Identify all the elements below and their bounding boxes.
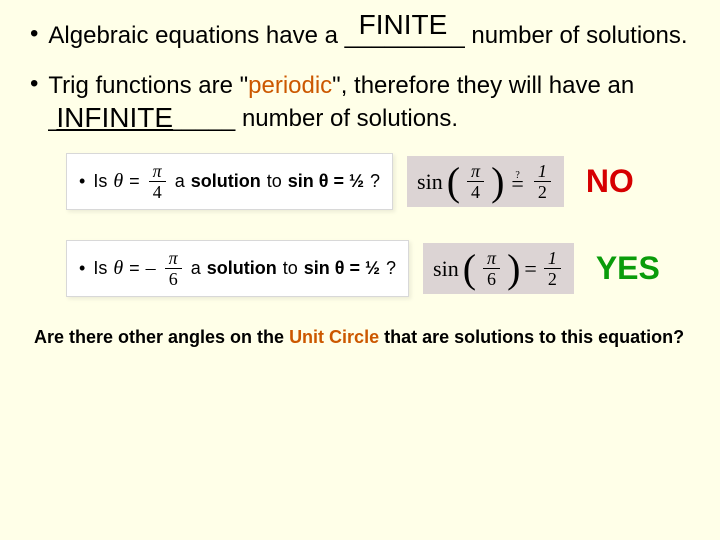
rhs-frac: 1 2 — [544, 249, 561, 288]
frac-den: 6 — [169, 269, 178, 288]
big-num: π — [483, 249, 500, 269]
b2-mid: ", therefore they will have an — [332, 72, 634, 99]
rhs-frac: 1 2 — [534, 162, 551, 201]
eval-box-2: sin ( π 6 ) = 1 2 — [423, 243, 574, 294]
b1-answer: FINITE — [359, 6, 448, 44]
bullet-dot: • — [30, 20, 38, 49]
bullet-1-text: Algebraic equations have a FINITE_______… — [48, 20, 690, 52]
bullet-item-1: • Algebraic equations have a FINITE_____… — [30, 20, 690, 52]
big-num: π — [467, 162, 484, 182]
verdict-yes: YES — [596, 250, 660, 287]
sin-expr: sin θ = ½ — [304, 258, 380, 279]
rhs-den: 2 — [538, 182, 547, 201]
bottom-question: Are there other angles on the Unit Circl… — [30, 325, 690, 349]
b2-answer: INFINITE — [56, 99, 173, 137]
sol-c: to — [283, 258, 298, 279]
b1-pre: Algebraic equations have a — [48, 22, 344, 49]
eq2: = — [511, 177, 523, 190]
question-box-2: • Is θ = – π 6 a solution to sin θ = ½ ? — [66, 240, 409, 297]
rparen: ) — [507, 253, 520, 285]
equation-row-1: • Is θ = π 4 a solution to sin θ = ½ ? s… — [66, 153, 690, 210]
rparen: ) — [491, 166, 504, 198]
sol-b: solution — [207, 258, 277, 279]
big-frac-1: π 4 — [467, 162, 484, 201]
verdict-no: NO — [586, 163, 634, 200]
lparen: ( — [447, 166, 460, 198]
b2-blank-wrap: INFINITE______________ — [48, 103, 235, 135]
sol-c: to — [267, 171, 282, 192]
sin-expr: sin θ = ½ — [288, 171, 364, 192]
lparen: ( — [463, 253, 476, 285]
is-label: Is — [93, 258, 107, 279]
eq-sign: = — [129, 258, 140, 279]
frac-num: π — [149, 162, 166, 182]
b1-post: number of solutions. — [465, 22, 688, 49]
rhs-num: 1 — [544, 249, 561, 269]
bullet-2-text: Trig functions are "periodic", therefore… — [48, 70, 690, 135]
unit-circle-text: Unit Circle — [289, 327, 379, 347]
sol-a: a — [191, 258, 201, 279]
mini-bullet: • — [79, 258, 85, 279]
frac-num: π — [165, 249, 182, 269]
big-den: 4 — [471, 182, 480, 201]
bullet-item-2: • Trig functions are "periodic", therefo… — [30, 70, 690, 135]
sol-a: a — [175, 171, 185, 192]
b1-blank-wrap: FINITE_________ — [345, 20, 465, 52]
is-label: Is — [93, 171, 107, 192]
b2-pre: Trig functions are " — [48, 72, 248, 99]
eq2: = — [524, 256, 536, 282]
qeq: ? = — [511, 173, 523, 190]
bottom-post: that are solutions to this equation? — [379, 327, 684, 347]
rhs-den: 2 — [548, 269, 557, 288]
bullet-dot: • — [30, 70, 38, 99]
frac-pi-4: π 4 — [149, 162, 166, 201]
theta: θ — [113, 170, 123, 193]
equation-row-2: • Is θ = – π 6 a solution to sin θ = ½ ?… — [66, 240, 690, 297]
b2-post: number of solutions. — [235, 105, 458, 132]
rhs-num: 1 — [534, 162, 551, 182]
qmark: ? — [370, 171, 380, 192]
neg-sign: – — [146, 257, 156, 280]
sin-label: sin — [417, 169, 443, 195]
frac-pi-6: π 6 — [165, 249, 182, 288]
qmark: ? — [386, 258, 396, 279]
big-frac-2: π 6 — [483, 249, 500, 288]
sol-b: solution — [191, 171, 261, 192]
frac-den: 4 — [153, 182, 162, 201]
sin-label: sin — [433, 256, 459, 282]
big-den: 6 — [487, 269, 496, 288]
b2-periodic: periodic — [248, 72, 332, 99]
theta: θ — [113, 257, 123, 280]
eval-box-1: sin ( π 4 ) ? = 1 2 — [407, 156, 564, 207]
eq-sign: = — [129, 171, 140, 192]
bottom-pre: Are there other angles on the — [34, 327, 289, 347]
question-box-1: • Is θ = π 4 a solution to sin θ = ½ ? — [66, 153, 393, 210]
mini-bullet: • — [79, 171, 85, 192]
